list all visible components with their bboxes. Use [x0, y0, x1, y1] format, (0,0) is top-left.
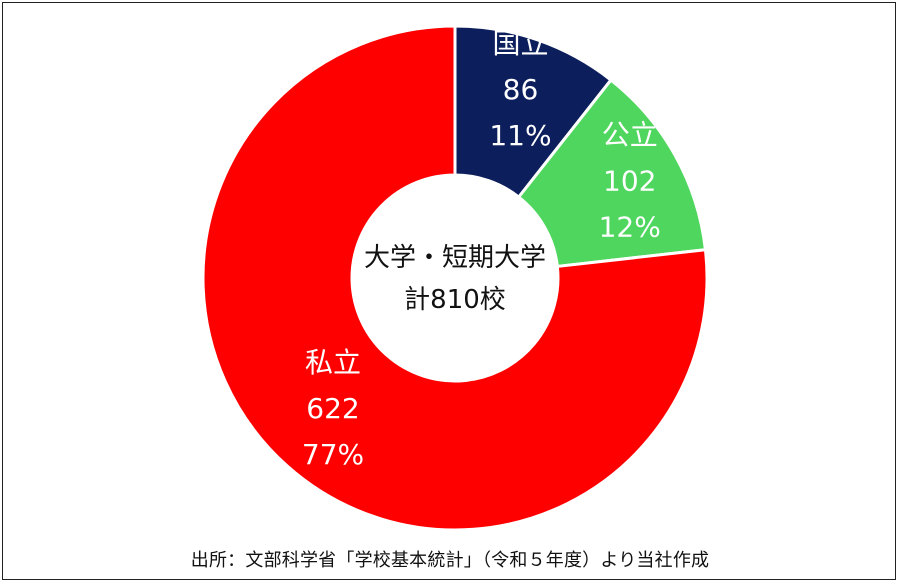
slice-0-name-label: 国立 [492, 27, 548, 60]
slice-0-value-label: 86 [503, 73, 539, 106]
slice-0-percent-label: 11% [489, 119, 551, 152]
slice-2-value-label: 622 [306, 392, 359, 425]
donut-center: 大学・短期大学 計810校 [352, 175, 558, 381]
slice-1-percent-label: 12% [599, 211, 661, 244]
slice-2-percent-label: 77% [302, 438, 364, 471]
donut-slices [201, 24, 709, 532]
slice-1-name-label: 公立 [602, 119, 658, 152]
slice-labels: 国立 86 11% 公立 102 12% 私立 622 77% [302, 27, 661, 471]
slice-1-value-label: 102 [603, 165, 656, 198]
slice-2-name-label: 私立 [305, 346, 361, 379]
center-label-line-1: 大学・短期大学 [364, 243, 546, 273]
source-note: 出所：文部科学省「学校基本統計」（令和５年度）より当社作成 [190, 550, 710, 571]
center-label-line-2: 計810校 [404, 285, 506, 315]
donut-hole [352, 175, 558, 381]
